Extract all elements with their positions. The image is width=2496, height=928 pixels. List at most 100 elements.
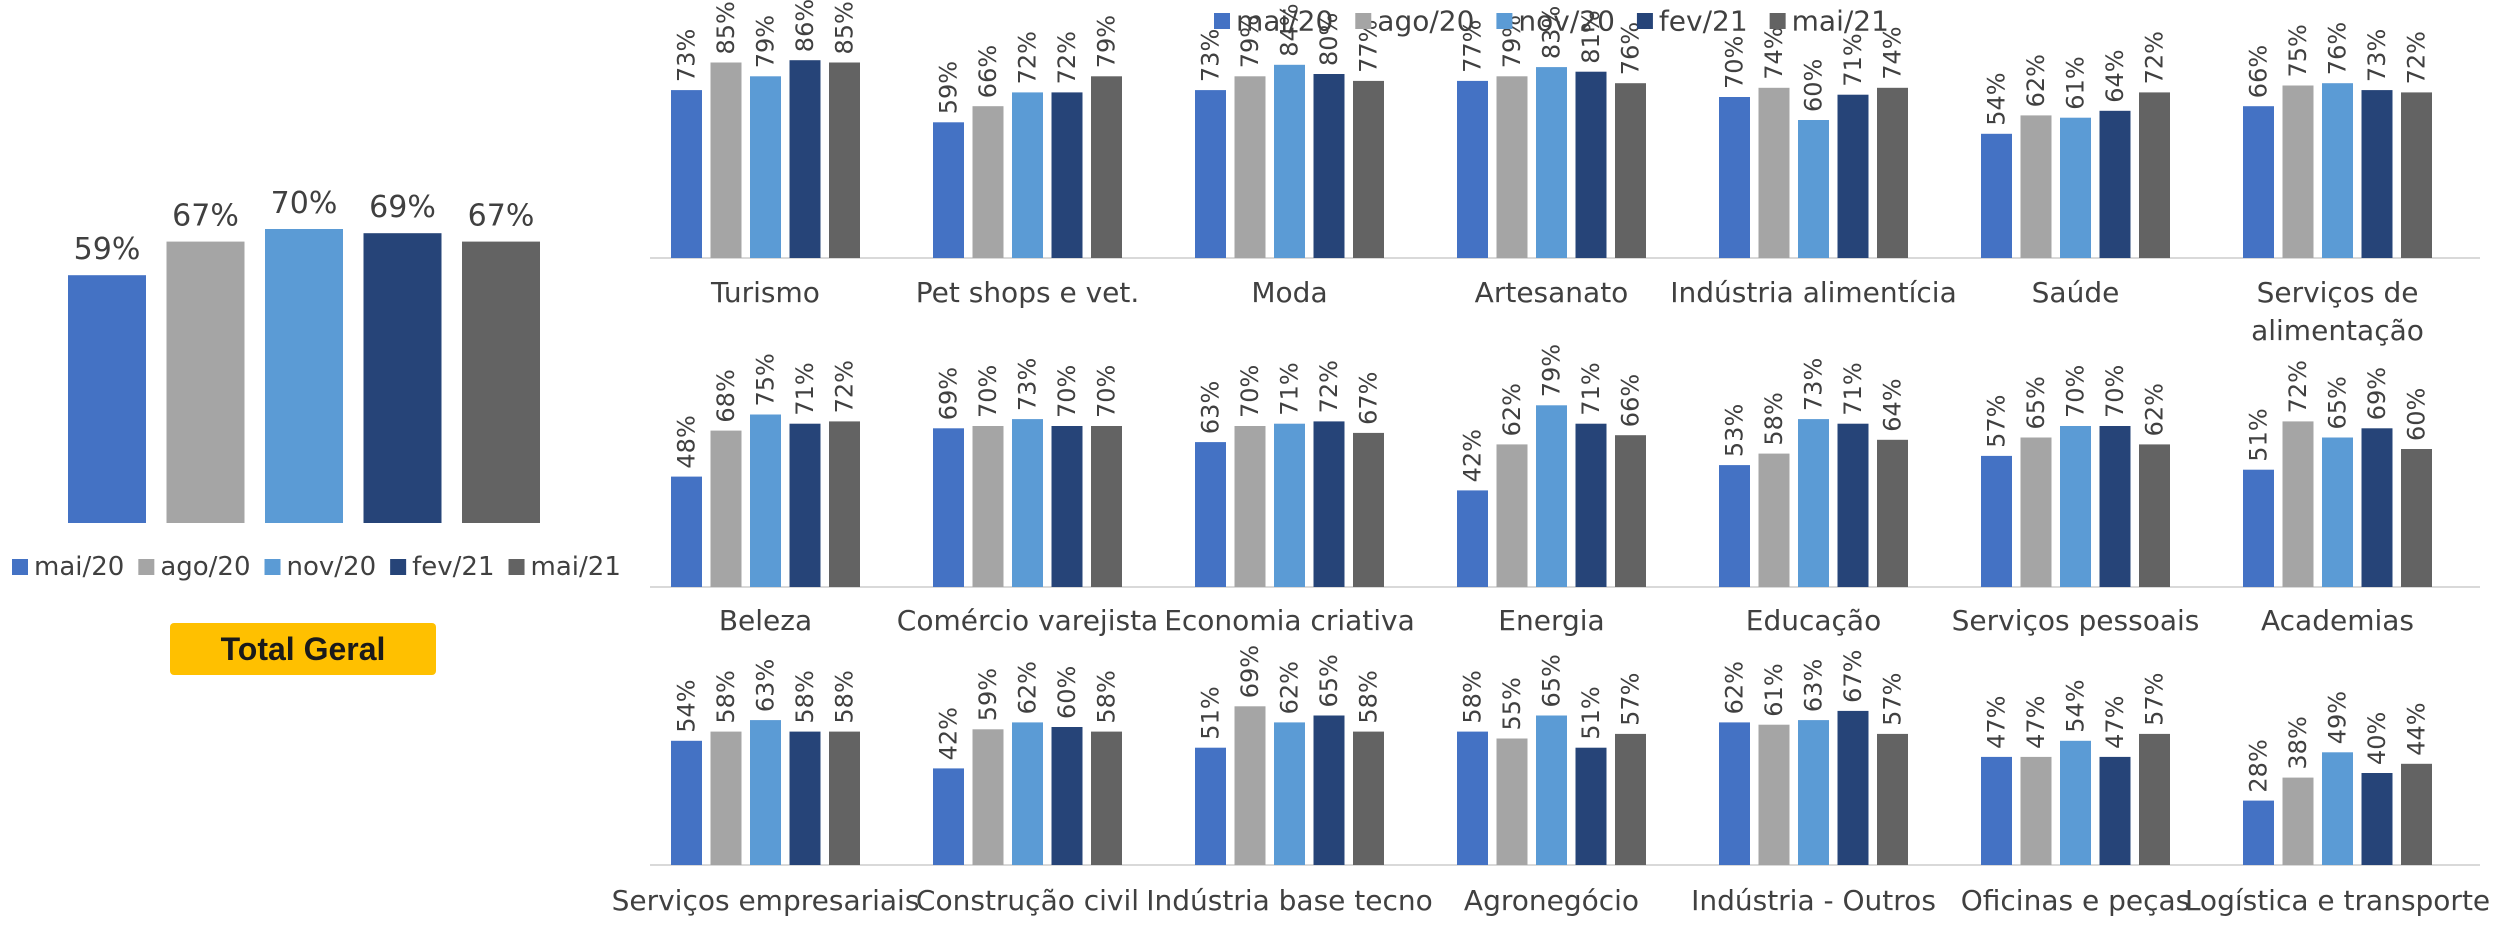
bar-moda-nov-20 [1274,64,1305,258]
value-label-industria-alimenticia-mai-21: 74% [1879,26,1907,79]
value-label-logistica-e-transporte-ago-20: 38% [2284,716,2312,769]
total-bar-fev-21 [363,233,442,523]
value-label-saude-ago-20: 62% [2022,54,2050,107]
category-label-economia-criativa: Economia criativa [1164,604,1415,637]
value-label-logistica-e-transporte-mai-20: 28% [2245,739,2273,792]
bar-pet-shops-e-vet-mai-20 [933,122,964,258]
value-label-servicos-pessoais-mai-20: 57% [1983,395,2011,448]
value-label-pet-shops-e-vet-nov-20: 72% [1014,31,1042,84]
sector-legend-label-nov-20: nov/20 [1518,5,1615,38]
value-label-educacao-nov-20: 73% [1800,358,1828,411]
value-label-beleza-ago-20: 68% [712,369,740,422]
value-label-oficinas-e-pecas-nov-20: 54% [2062,679,2090,732]
total-legend-swatch-nov-20 [264,559,281,575]
value-label-beleza-nov-20: 75% [752,353,780,406]
value-label-servicos-de-alimentacao-mai-20: 66% [2245,45,2273,98]
bar-turismo-ago-20 [710,62,742,258]
value-label-moda-nov-20: 84% [1276,3,1304,56]
category-label-beleza: Beleza [719,604,812,637]
value-label-energia-nov-20: 79% [1538,344,1566,397]
value-label-artesanato-mai-21: 76% [1617,22,1645,75]
sector-legend-swatch-mai-20 [1214,13,1230,29]
bar-industria-alimenticia-ago-20 [1758,87,1790,258]
bar-servicos-pessoais-mai-20 [1981,455,2012,587]
value-label-comercio-varejista-nov-20: 73% [1014,358,1042,411]
total-value-label-mai-20: 59% [74,232,141,267]
bar-oficinas-e-pecas-mai-20 [1981,756,2012,865]
bar-moda-fev-21 [1313,74,1345,258]
value-label-energia-mai-21: 66% [1617,374,1645,427]
bar-logistica-e-transporte-nov-20 [2322,752,2353,865]
bar-oficinas-e-pecas-ago-20 [2020,756,2052,865]
bar-economia-criativa-mai-21 [1353,432,1384,587]
total-bar-nov-20 [265,229,343,523]
bar-economia-criativa-nov-20 [1274,423,1305,587]
category-label-industria-base-tecno: Indústria base tecno [1146,884,1433,917]
value-label-beleza-mai-21: 72% [831,360,859,413]
value-label-beleza-mai-20: 48% [673,415,701,468]
value-label-servicos-empresariais-mai-21: 58% [831,670,859,723]
bar-saude-mai-20 [1981,133,2012,258]
bar-servicos-pessoais-nov-20 [2060,426,2091,587]
value-label-moda-ago-20: 79% [1236,15,1264,68]
bar-beleza-ago-20 [710,430,742,587]
value-label-moda-fev-21: 80% [1315,13,1343,66]
bar-construcao-civil-fev-21 [1051,727,1083,865]
bar-economia-criativa-mai-20 [1195,442,1226,587]
total-legend-label-ago-20: ago/20 [160,552,250,582]
value-label-pet-shops-e-vet-mai-21: 79% [1093,15,1121,68]
value-label-agronegocio-ago-20: 55% [1498,677,1526,730]
bar-servicos-empresariais-mai-21 [829,731,860,865]
value-label-turismo-mai-21: 85% [831,1,859,54]
total-legend-label-mai-21: mai/21 [531,552,621,582]
bar-servicos-pessoais-mai-21 [2139,444,2170,587]
bar-comercio-varejista-mai-21 [1091,426,1122,587]
value-label-saude-nov-20: 61% [2062,56,2090,109]
total-legend-label-nov-20: nov/20 [287,552,377,582]
bar-logistica-e-transporte-ago-20 [2282,777,2314,865]
value-label-servicos-de-alimentacao-fev-21: 73% [2363,29,2391,82]
bar-servicos-de-alimentacao-ago-20 [2282,85,2314,258]
total-legend-swatch-mai-20 [12,559,28,575]
bar-energia-nov-20 [1536,405,1567,587]
category-label-educacao: Educação [1746,604,1881,637]
bar-industria-alimenticia-mai-21 [1877,87,1908,258]
value-label-industria-alimenticia-fev-21: 71% [1839,33,1867,86]
value-label-construcao-civil-mai-20: 42% [935,707,963,760]
value-label-economia-criativa-fev-21: 72% [1315,360,1343,413]
value-label-comercio-varejista-mai-20: 69% [935,367,963,420]
bar-educacao-fev-21 [1837,423,1869,587]
value-label-construcao-civil-ago-20: 59% [974,668,1002,721]
value-label-turismo-fev-21: 86% [791,0,819,52]
total-geral-badge: Total Geral [170,623,436,675]
total-bar-mai-21 [462,241,540,523]
value-label-industria-alimenticia-ago-20: 74% [1760,26,1788,79]
bar-logistica-e-transporte-fev-21 [2361,773,2393,865]
value-label-educacao-ago-20: 58% [1760,392,1788,445]
bar-industria-outros-nov-20 [1798,720,1829,865]
value-label-industria-alimenticia-mai-20: 70% [1721,36,1749,89]
value-label-educacao-fev-21: 71% [1839,362,1867,415]
bar-turismo-mai-21 [829,62,860,258]
bar-moda-ago-20 [1234,76,1266,258]
value-label-energia-fev-21: 71% [1577,362,1605,415]
sector-legend-swatch-nov-20 [1496,13,1513,29]
bar-energia-mai-21 [1615,435,1646,587]
bar-artesanato-ago-20 [1496,76,1528,258]
bar-industria-outros-ago-20 [1758,724,1790,865]
value-label-artesanato-nov-20: 83% [1538,6,1566,59]
bar-academias-mai-20 [2243,469,2274,587]
total-legend-swatch-fev-21 [390,559,407,575]
total-bar-ago-20 [166,241,245,523]
bar-oficinas-e-pecas-nov-20 [2060,740,2091,865]
value-label-beleza-fev-21: 71% [791,362,819,415]
bar-industria-base-tecno-fev-21 [1313,715,1345,865]
value-label-turismo-ago-20: 85% [712,1,740,54]
bar-industria-alimenticia-mai-20 [1719,97,1750,258]
bar-saude-fev-21 [2099,110,2131,258]
value-label-oficinas-e-pecas-mai-20: 47% [1983,696,2011,749]
bar-beleza-mai-20 [671,476,702,587]
category-label-agronegocio: Agronegócio [1464,884,1639,917]
total-value-label-ago-20: 67% [172,199,239,234]
category-label-servicos-de-alimentacao-line2: alimentação [2251,314,2424,347]
